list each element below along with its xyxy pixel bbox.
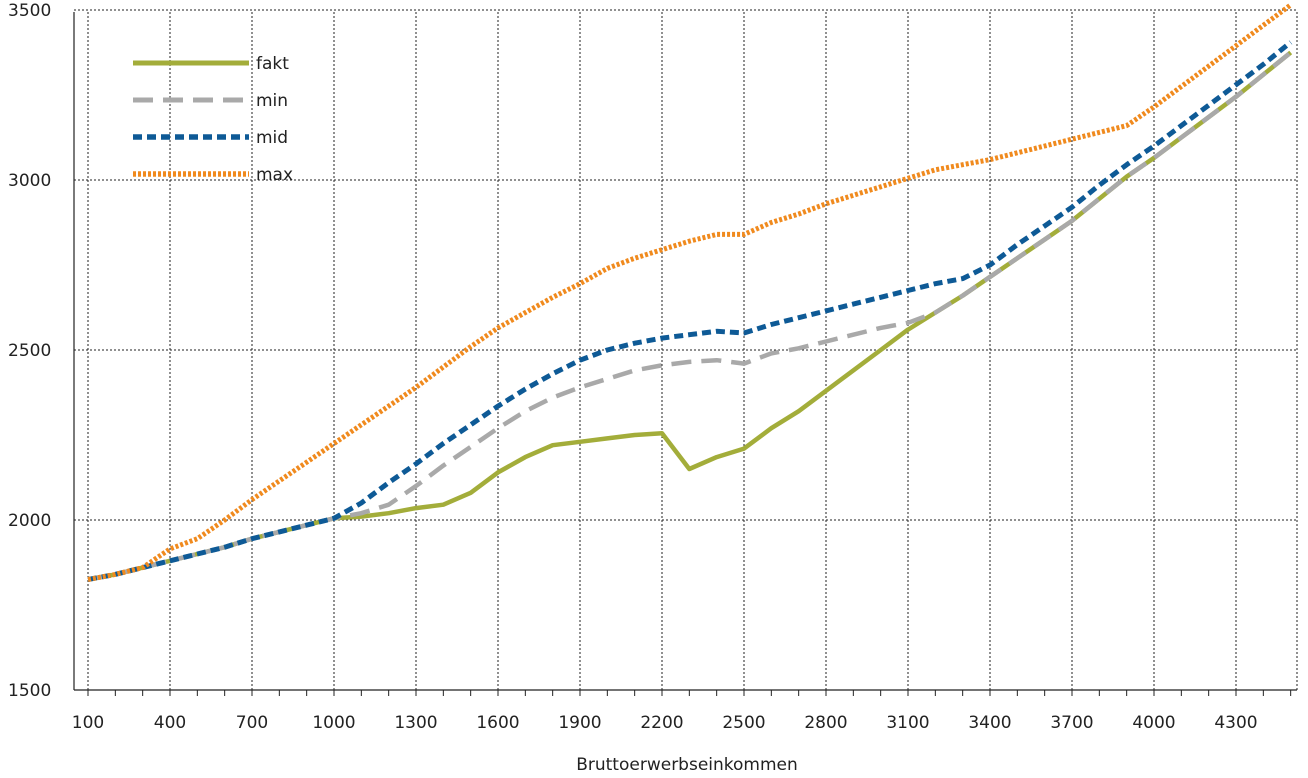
series-lines: [87, 2, 1293, 582]
x-tick-label: 4300: [1214, 713, 1257, 733]
x-tick-label: 3700: [1050, 713, 1093, 733]
legend-label-max: max: [256, 165, 293, 185]
grid: [74, 9, 1298, 690]
series-line-mid: [87, 40, 1293, 582]
legend-label-fakt: fakt: [256, 54, 289, 74]
y-tick-label: 2500: [8, 341, 51, 361]
y-tick-label: 2000: [8, 511, 51, 531]
series-line-max: [87, 2, 1293, 582]
x-tick-label: 4000: [1132, 713, 1175, 733]
x-tick-label: 3400: [968, 713, 1011, 733]
x-tick-label: 1300: [394, 713, 437, 733]
y-tick-label: 3500: [8, 1, 51, 21]
legend: fakt min mid max: [133, 54, 293, 185]
x-tick-label: 2200: [640, 713, 683, 733]
y-tick-label: 3000: [8, 171, 51, 191]
x-tick-label: 400: [154, 713, 186, 733]
x-tick-label: 700: [236, 713, 268, 733]
x-tick-label: 1000: [312, 713, 355, 733]
y-tick-labels: 1500 2000 2500 3000 3500: [8, 1, 51, 701]
x-tick-label: 2500: [722, 713, 765, 733]
x-tick-label: 2800: [804, 713, 847, 733]
x-tick-label: 100: [72, 713, 104, 733]
legend-label-min: min: [256, 91, 288, 111]
axes: [73, 12, 1297, 696]
x-tick-label: 3100: [886, 713, 929, 733]
x-tick-label: 1900: [558, 713, 601, 733]
x-tick-labels: 100 400 700 1000 1300 1600 1900 2200 2500 2800 310…: [72, 713, 1258, 733]
x-tick-label: 1600: [476, 713, 519, 733]
series-line-min: [87, 50, 1293, 582]
legend-label-mid: mid: [256, 128, 288, 148]
y-tick-label: 1500: [8, 681, 51, 701]
x-axis-title: Bruttoerwerbseinkommen: [576, 755, 798, 775]
